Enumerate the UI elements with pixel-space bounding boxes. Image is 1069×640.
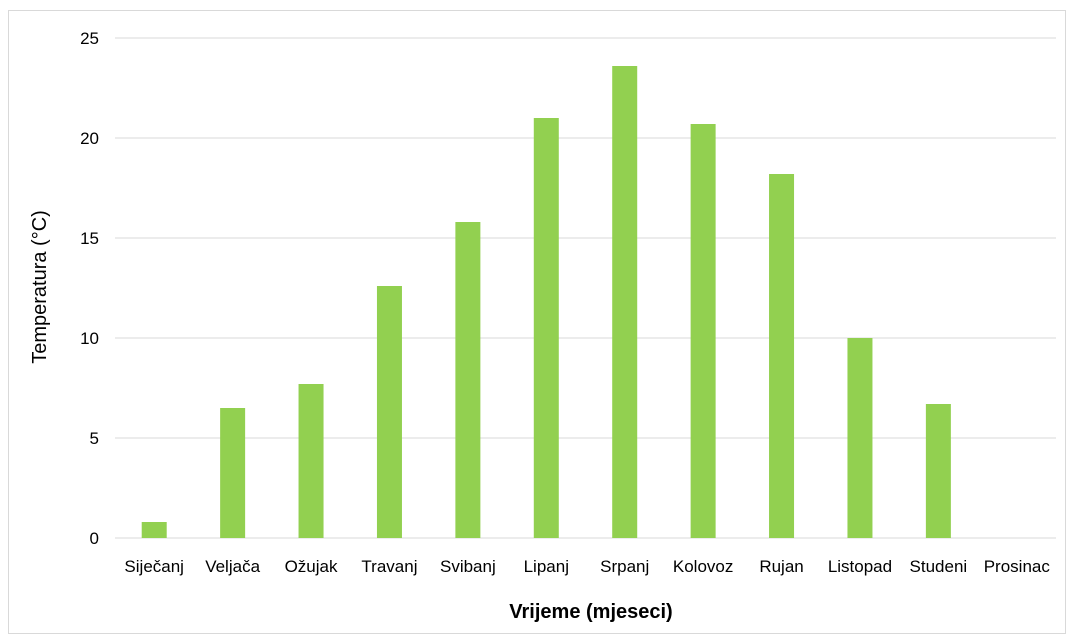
- y-tick-label: 5: [90, 429, 99, 448]
- chart-frame: 0 5 10 15 20 25 Siječanj Veljača Ožujak Travanj S…: [8, 10, 1066, 634]
- bar-3: [376, 286, 402, 538]
- bar-4: [455, 222, 481, 538]
- x-tick-label: Siječanj: [124, 557, 184, 576]
- bar-10: [925, 404, 951, 538]
- y-tick-label: 10: [80, 329, 99, 348]
- bar-5: [533, 118, 559, 538]
- x-tick-label: Travanj: [361, 557, 417, 576]
- gridlines: [115, 37, 1056, 539]
- bar-1: [220, 408, 246, 538]
- y-tick-label: 15: [80, 229, 99, 248]
- bar-2: [298, 384, 324, 538]
- bar-8: [769, 174, 795, 538]
- x-tick-label: Prosinac: [984, 557, 1051, 576]
- x-tick-label: Ožujak: [285, 557, 338, 576]
- x-axis-ticks: Siječanj Veljača Ožujak Travanj Svibanj Lipan…: [124, 557, 1050, 576]
- bars: [141, 66, 951, 538]
- x-tick-label: Listopad: [828, 557, 892, 576]
- x-tick-label: Srpanj: [600, 557, 649, 576]
- x-tick-label: Studeni: [910, 557, 968, 576]
- x-tick-label: Svibanj: [440, 557, 496, 576]
- x-tick-label: Rujan: [759, 557, 803, 576]
- y-axis-ticks: 0 5 10 15 20 25: [80, 29, 99, 548]
- bar-6: [612, 66, 638, 538]
- x-tick-label: Kolovoz: [673, 557, 733, 576]
- bar-9: [847, 338, 873, 538]
- y-axis-label: Temperatura (°C): [29, 210, 51, 364]
- x-axis-label: Vrijeme (mjeseci): [509, 601, 672, 623]
- x-tick-label: Lipanj: [524, 557, 569, 576]
- bar-7: [690, 124, 716, 538]
- y-tick-label: 20: [80, 129, 99, 148]
- x-tick-label: Veljača: [205, 557, 260, 576]
- y-tick-label: 0: [90, 529, 99, 548]
- y-tick-label: 25: [80, 29, 99, 48]
- bar-0: [141, 522, 167, 538]
